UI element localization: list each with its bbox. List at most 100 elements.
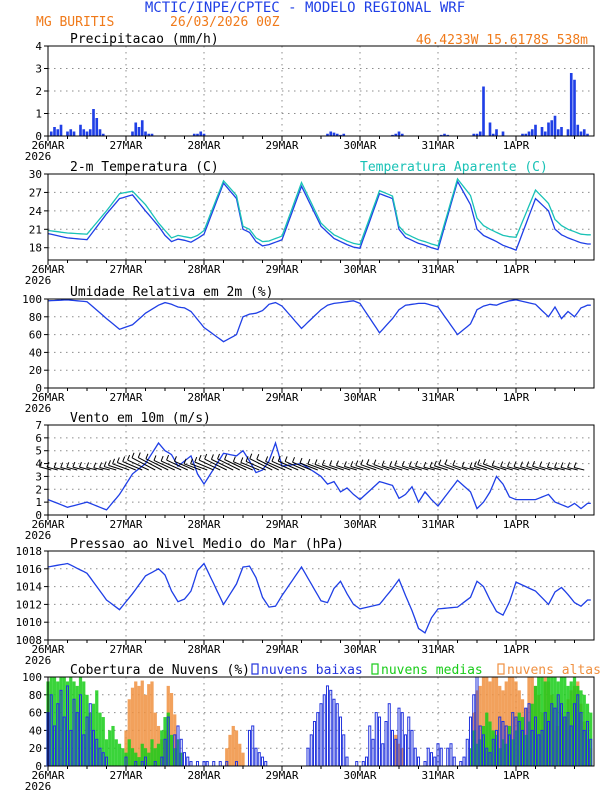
precip-bar — [553, 115, 557, 136]
precip-bar — [569, 73, 573, 136]
wind-barb — [500, 466, 513, 471]
panel-border — [47, 298, 595, 389]
cloud-bar — [507, 725, 512, 766]
cloud-bar-outline — [377, 716, 382, 767]
cloud-bar — [537, 677, 541, 766]
cloud-bar — [111, 725, 115, 766]
ytick-label: 60 — [29, 329, 42, 342]
wind-barb — [99, 466, 110, 471]
wind-barb-flag — [86, 462, 90, 468]
cloud-bar — [114, 739, 118, 766]
cloud-bar — [156, 743, 161, 766]
wind-barb — [233, 461, 253, 471]
wind-barb-flag — [194, 456, 198, 463]
cloud-bar — [140, 680, 144, 766]
cloud-bar — [527, 721, 531, 766]
wind-barb-flag — [299, 457, 303, 464]
wind-barb — [469, 466, 481, 471]
cloud-bar — [173, 748, 177, 766]
cloud-bar — [241, 752, 245, 766]
cloud-bar — [228, 734, 232, 766]
precip-bar — [478, 131, 482, 136]
xtick-label: 30MAR — [343, 391, 376, 404]
wind-barb-flag — [307, 458, 311, 465]
cloud-bar-outline — [205, 761, 209, 767]
wind-barb — [373, 464, 390, 471]
cloud-bar — [556, 681, 560, 766]
wind-barb — [329, 464, 344, 471]
xtick-label: 27MAR — [109, 518, 142, 531]
xtick-label: 30MAR — [343, 643, 376, 656]
ytick-label: 60 — [29, 707, 42, 720]
ytick-label: 0 — [35, 130, 42, 143]
cloud-bar — [52, 677, 57, 766]
cloud-bar-outline — [462, 756, 466, 767]
wind-barb-flag — [256, 454, 260, 460]
precip-bar — [550, 120, 554, 136]
ytick-label: 30 — [29, 168, 42, 181]
cloud-bar — [127, 699, 131, 766]
wind-barb-flag — [452, 460, 456, 466]
wind-barb — [174, 460, 195, 471]
wind-barb-flag — [401, 460, 405, 467]
panel-border — [47, 676, 595, 767]
series-line — [47, 299, 591, 343]
cloud-bar-outline — [254, 747, 258, 767]
wind-barb — [145, 458, 169, 471]
panel-clouds: 0 20 40 60 80 100 26MAR 27MAR 28MAR 29MAR 30MAR 31M… — [22, 663, 601, 792]
header-run: 26/03/2026 00Z — [170, 15, 280, 30]
wind-barb-flag — [277, 455, 281, 462]
ytick-label: 1016 — [16, 563, 43, 576]
wind-barb — [355, 465, 370, 471]
ytick-label: 40 — [29, 346, 42, 359]
cloud-bar — [511, 739, 515, 766]
cloud-bar-outline — [449, 743, 453, 767]
xtick-label: 29MAR — [265, 518, 298, 531]
ytick-label: 27 — [29, 186, 42, 199]
precip-bar — [92, 109, 95, 136]
wind-barb-flag — [547, 461, 550, 468]
wind-barb-flag — [554, 462, 558, 468]
wind-barb-flag — [166, 454, 170, 461]
cloud-bar — [130, 687, 135, 766]
wind-barb — [60, 467, 71, 471]
wind-barb-flag — [469, 462, 473, 468]
wind-barb — [271, 460, 292, 471]
precip-bar — [53, 127, 56, 136]
precip-bar — [144, 131, 147, 136]
panel-border — [47, 550, 595, 641]
cloud-bar — [140, 743, 144, 766]
precip-bar — [446, 134, 450, 136]
xtick-label: 31MAR — [421, 263, 454, 276]
wind-barb-flag — [477, 459, 481, 465]
precip-bar — [342, 133, 346, 136]
cloud-bar — [238, 743, 242, 766]
cloud-bar — [485, 712, 489, 766]
cloud-bar — [569, 681, 573, 766]
wind-barb — [153, 459, 175, 471]
cloud-bar — [108, 730, 112, 766]
wind-barb — [560, 466, 572, 471]
xtick-label: 26MAR — [31, 391, 64, 404]
wind-barb — [284, 461, 305, 471]
precip-bar — [501, 131, 505, 136]
wind-barb — [265, 461, 286, 471]
wind-barb-flag — [438, 459, 442, 465]
wind-barb-flag — [137, 452, 141, 458]
xtick-year-label: 2026 — [25, 529, 52, 542]
wind-barb-flag — [461, 461, 465, 467]
precip-bar — [439, 134, 443, 136]
xtick-label: 31MAR — [421, 139, 454, 152]
precip-bar — [335, 133, 339, 136]
cloud-bar — [98, 712, 102, 766]
cloud-bar-outline — [329, 689, 333, 767]
ytick-label: 6 — [35, 432, 42, 445]
cloud-bar — [563, 677, 567, 766]
ytick-label: 4 — [35, 40, 42, 53]
cloud-bar-outline — [384, 721, 388, 767]
wind-barb — [39, 466, 52, 471]
precip-bar — [524, 133, 528, 136]
cloud-bar-outline — [452, 756, 456, 767]
cloud-bar — [475, 690, 479, 766]
